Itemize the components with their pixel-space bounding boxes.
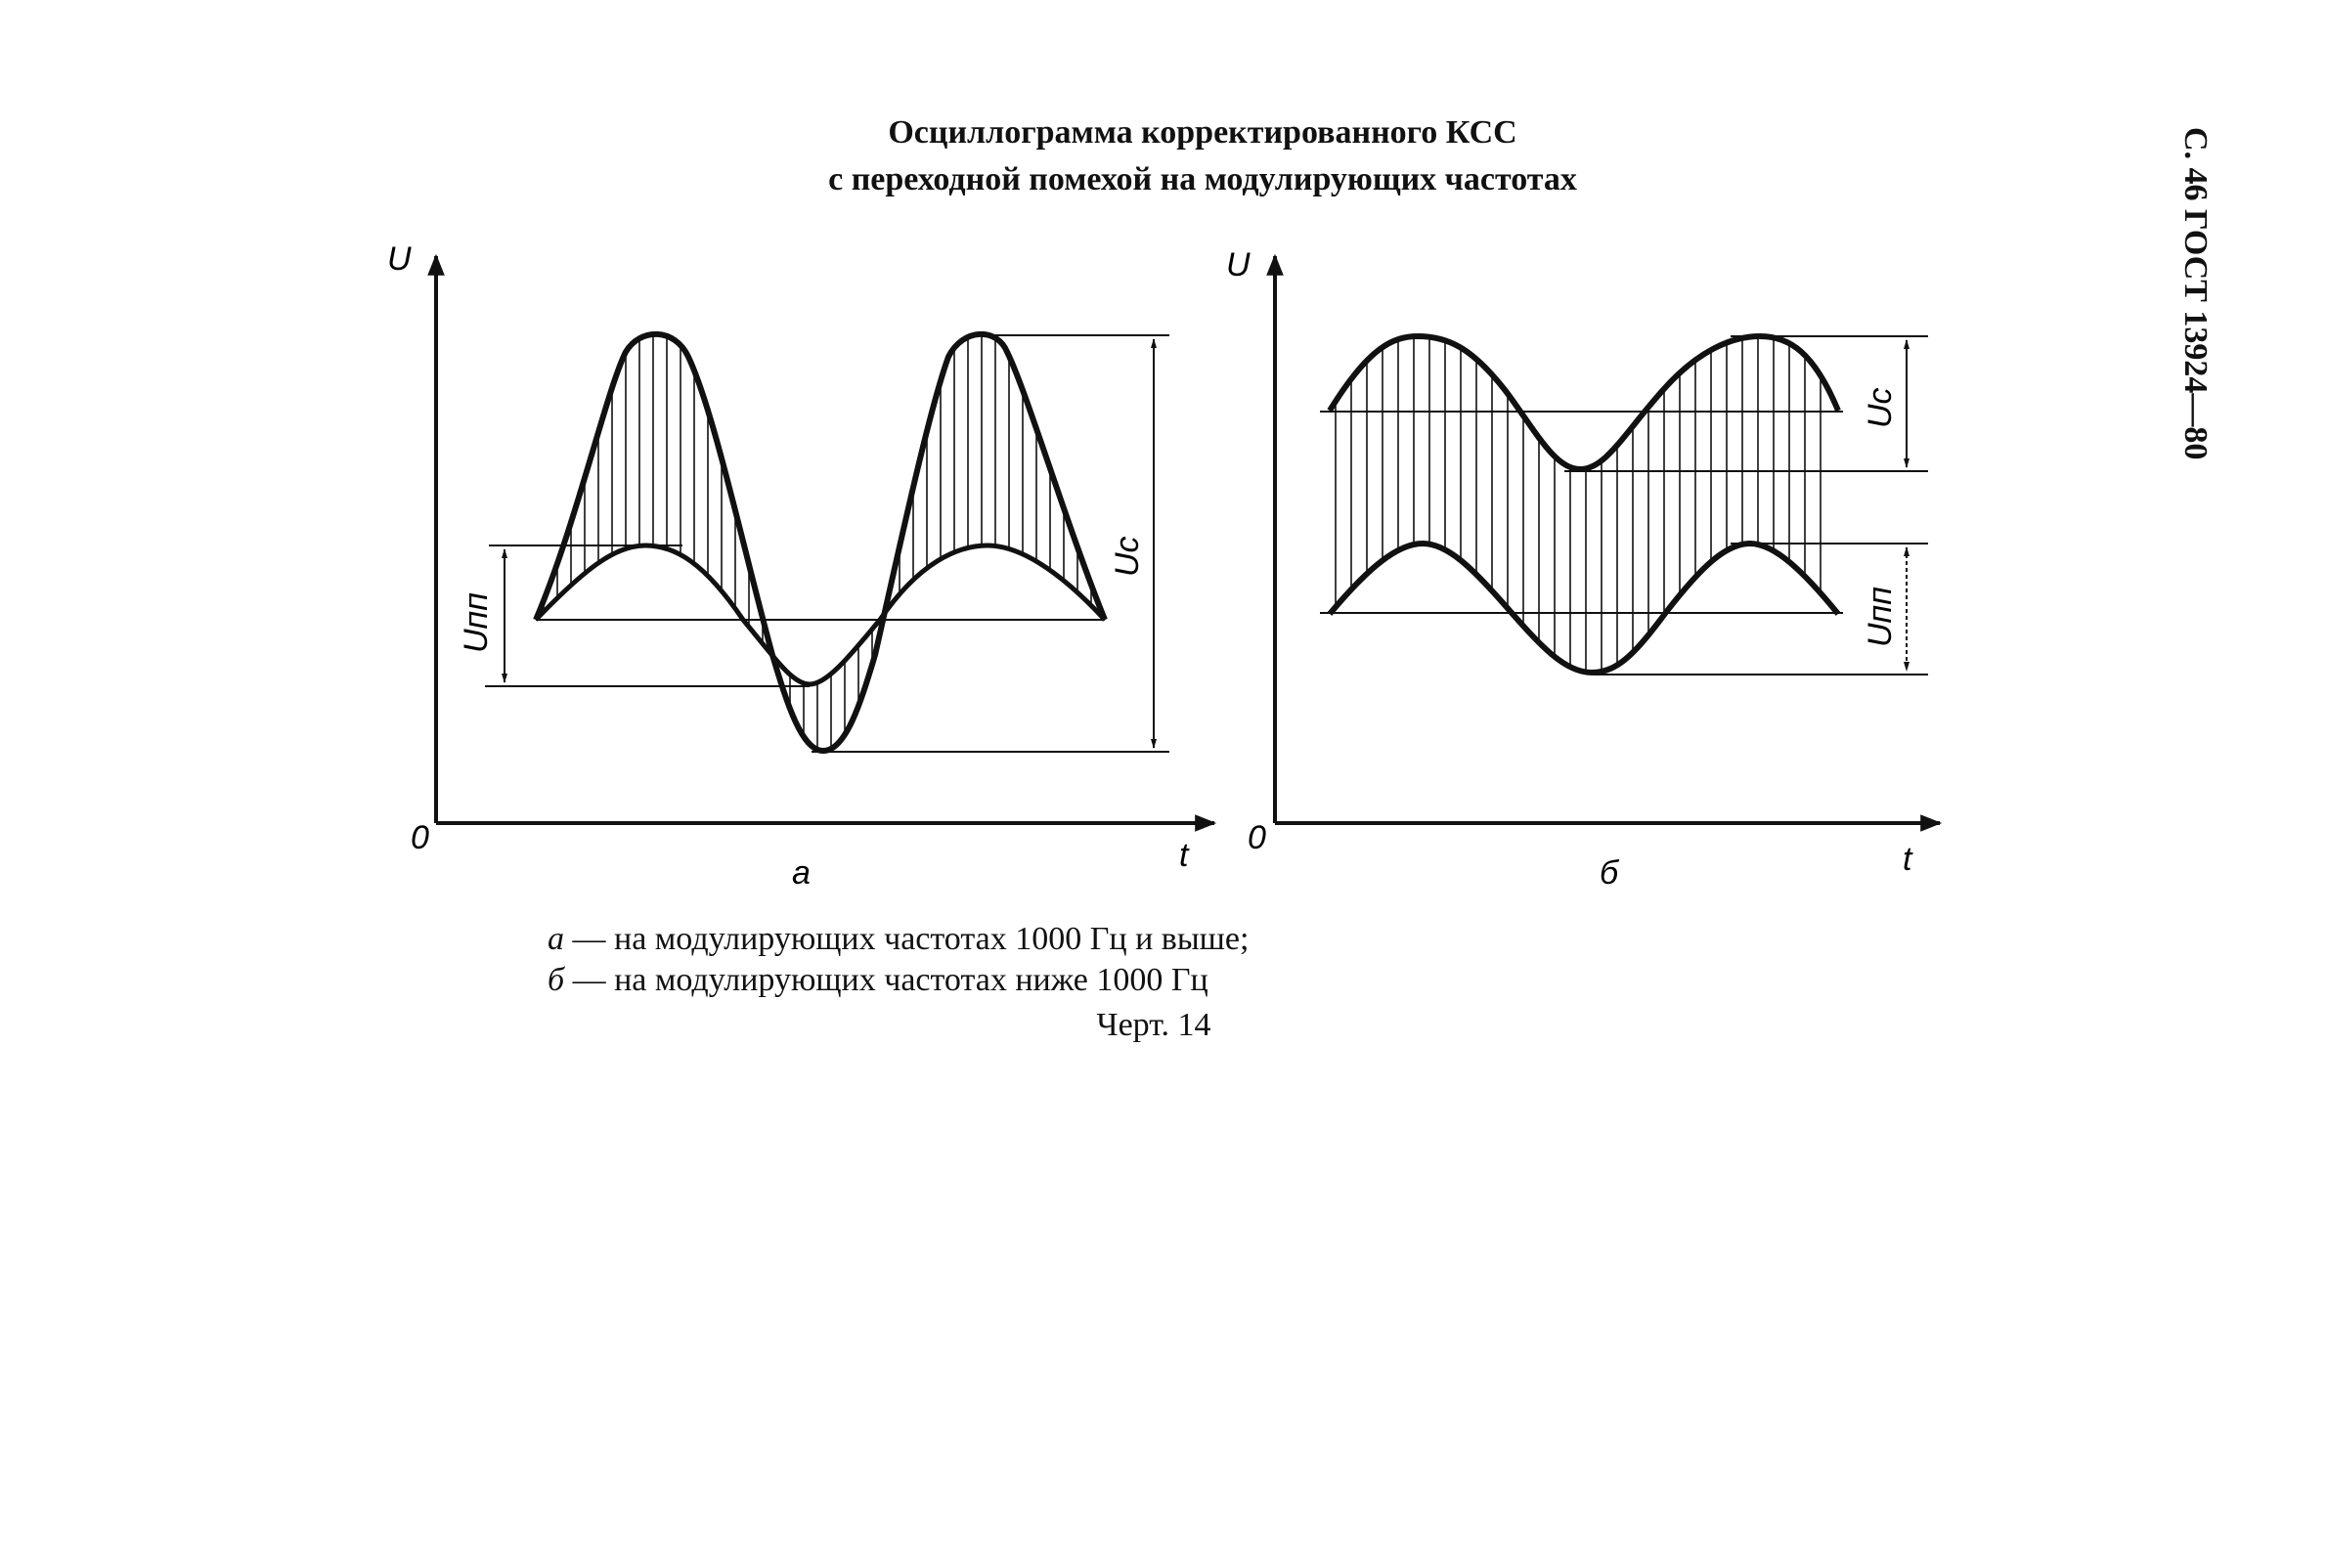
figure-a-interference-envelope (534, 543, 1107, 687)
caption-b-text: — на модулирующих частотах ниже 1000 Гц (564, 962, 1208, 998)
figure-a-uc-label: Uс (1109, 536, 1146, 577)
caption-line-a: а — на модулирующих частотах 1000 Гц и в… (548, 919, 1249, 960)
caption-b-letter: б (548, 962, 565, 998)
figure-caption: а — на модулирующих частотах 1000 Гц и в… (548, 919, 1249, 1001)
document-title: Осциллограмма корректированного КСС с пе… (0, 109, 2327, 203)
figure-b-hatching (1335, 336, 1822, 673)
figure-b-origin-label: 0 (1248, 819, 1266, 856)
caption-a-text: — на модулирующих частотах 1000 Гц и выш… (564, 921, 1250, 957)
title-line-2: с переходной помехой на модулирующих час… (828, 161, 1577, 197)
figure-b: U 0 t б Uс Uпп (1226, 246, 1943, 892)
figure-a-sublabel: а (792, 854, 811, 892)
figure-a-origin-label: 0 (411, 819, 429, 856)
figure-b-sublabel: б (1600, 854, 1620, 892)
caption-line-b: б — на модулирующих частотах ниже 1000 Г… (548, 960, 1249, 1001)
figure-b-y-axis-label: U (1226, 246, 1251, 283)
figure-b-upper-envelope (1327, 332, 1841, 473)
figure-b-uc-label: Uс (1862, 387, 1899, 428)
figure-a-signal-envelope (533, 330, 1108, 755)
figure-b-lower-envelope (1327, 540, 1841, 676)
figure-a-hatching (543, 333, 1092, 750)
figure-b-upp-label: Uпп (1862, 587, 1899, 647)
title-line-1: Осциллограмма корректированного КСС (888, 114, 1517, 151)
figure-a-y-axis-label: U (387, 240, 412, 278)
figure-a-upp-label: Uпп (458, 592, 495, 653)
caption-a-letter: а (548, 921, 564, 957)
figure-number-text: Черт. 14 (1096, 1007, 1211, 1043)
figure-number: Черт. 14 (0, 1007, 2327, 1044)
figure-a: U 0 t а Uпп Uс (387, 240, 1217, 892)
figure-a-x-axis-label: t (1179, 837, 1190, 874)
figure-b-x-axis-label: t (1903, 841, 1913, 878)
